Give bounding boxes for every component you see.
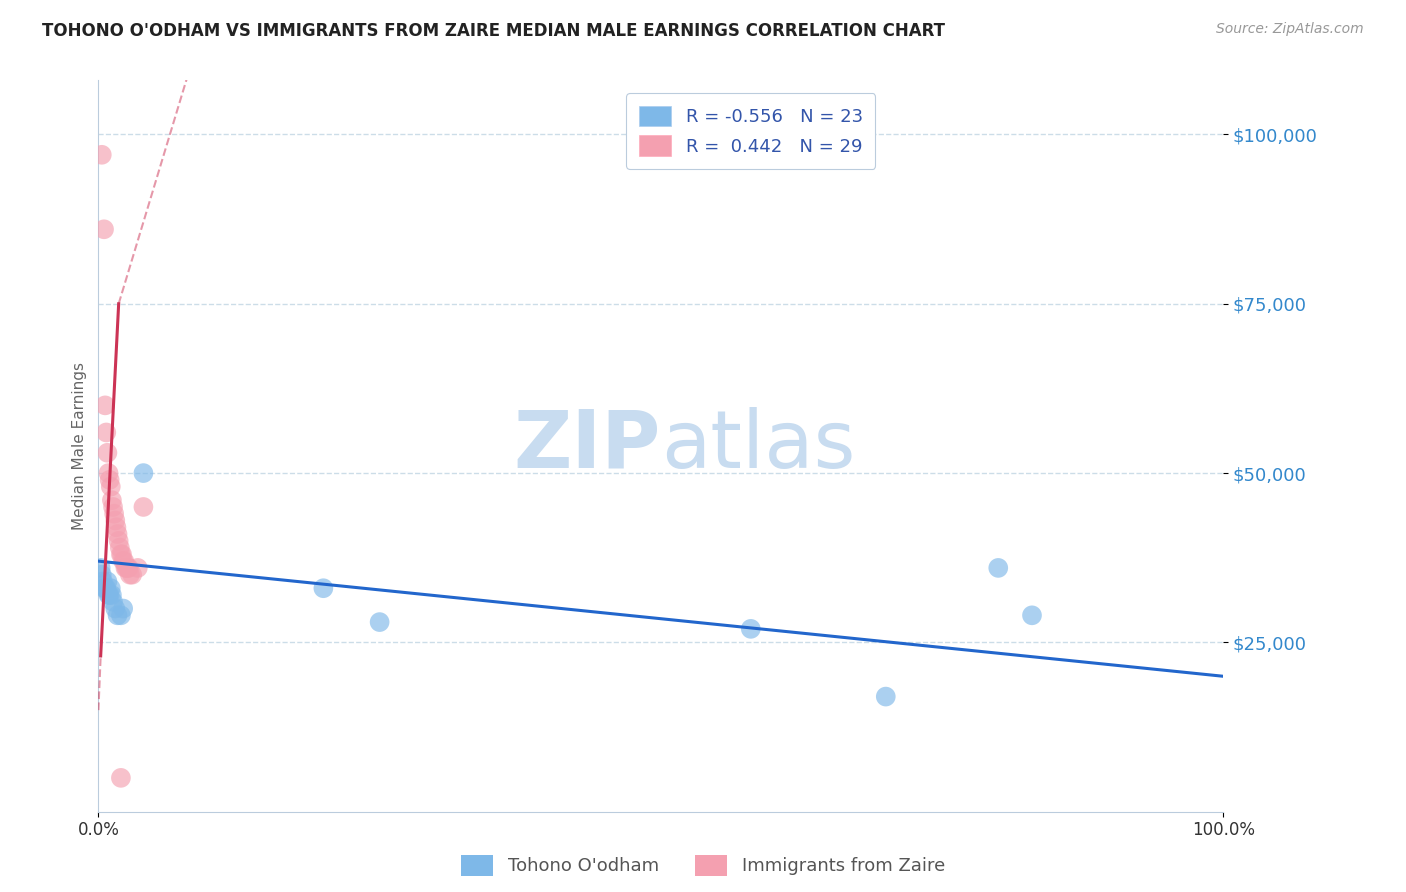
Point [103,507,125,521]
Point [312,581,335,595]
Point [101,493,124,508]
Point [97,466,120,480]
Point [90,148,112,162]
Point [117,561,139,575]
Point [987,561,1010,575]
Point [98,588,121,602]
Text: Source: ZipAtlas.com: Source: ZipAtlas.com [1216,22,1364,37]
Point [96,574,118,589]
Point [740,622,762,636]
Point [96,446,118,460]
Point [98,473,121,487]
Point [96,425,118,440]
Point [118,567,141,582]
Point [132,500,155,514]
Point [112,554,135,568]
Point [104,601,127,615]
Legend: R = -0.556   N = 23, R =  0.442   N = 29: R = -0.556 N = 23, R = 0.442 N = 29 [626,93,876,169]
Point [94,581,117,595]
Point [93,581,115,595]
Point [107,608,129,623]
Y-axis label: Median Male Earnings: Median Male Earnings [72,362,87,530]
Point [101,595,124,609]
Point [114,561,136,575]
Point [112,554,135,568]
Point [115,561,138,575]
Text: ZIP: ZIP [513,407,661,485]
Point [100,480,122,494]
Point [121,567,143,582]
Point [91,574,114,589]
Point [100,581,122,595]
Point [97,588,120,602]
Point [107,527,129,541]
Point [875,690,897,704]
Legend: Tohono O'odham, Immigrants from Zaire: Tohono O'odham, Immigrants from Zaire [454,847,952,883]
Point [110,547,132,561]
Point [1021,608,1043,623]
Point [101,500,124,514]
Point [112,601,135,615]
Point [107,533,129,548]
Point [90,561,112,575]
Text: TOHONO O'ODHAM VS IMMIGRANTS FROM ZAIRE MEDIAN MALE EARNINGS CORRELATION CHART: TOHONO O'ODHAM VS IMMIGRANTS FROM ZAIRE … [42,22,945,40]
Text: atlas: atlas [661,407,855,485]
Point [101,588,124,602]
Point [90,567,112,582]
Point [94,398,117,412]
Point [104,514,127,528]
Point [111,547,134,561]
Point [108,541,131,555]
Point [110,771,132,785]
Point [105,520,128,534]
Point [127,561,149,575]
Point [132,466,155,480]
Point [110,608,132,623]
Point [96,581,118,595]
Point [368,615,391,629]
Point [118,561,141,575]
Point [93,222,115,236]
